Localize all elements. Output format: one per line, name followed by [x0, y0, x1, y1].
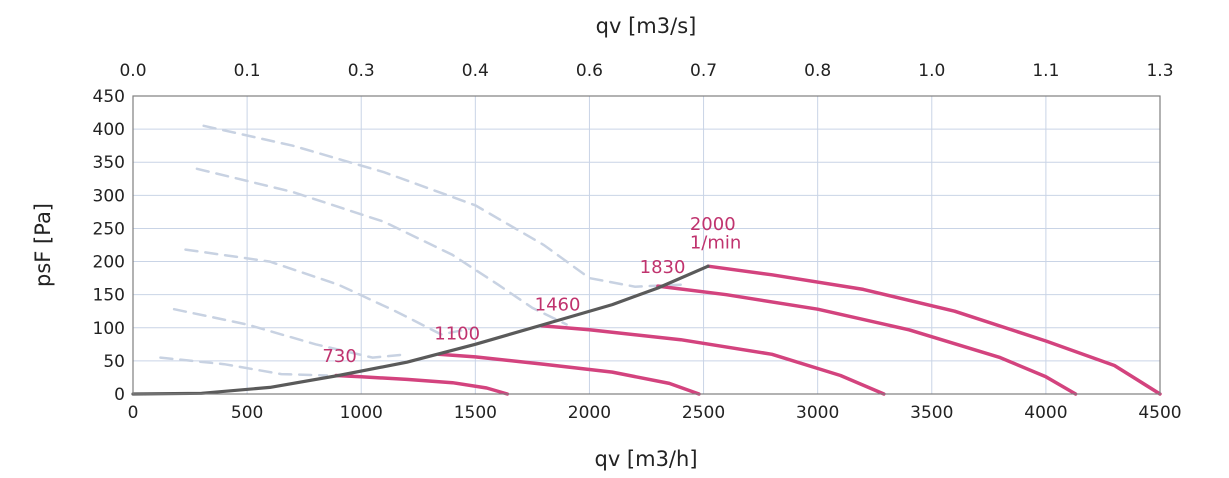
y-tick-label: 100 [93, 319, 125, 339]
x2-tick-labels: 0.0 0.1 0.3 0.4 0.6 0.7 0.8 1.0 1.1 1.3 [119, 61, 1173, 81]
efficiency-curve [172, 307, 409, 359]
x2-tick-label: 0.4 [462, 61, 489, 81]
speed-label: 1/min [690, 232, 741, 253]
x-tick-label: 1500 [454, 403, 497, 423]
efficiency-curve [184, 248, 477, 336]
fan-curves [131, 264, 1162, 396]
speed-curve-2000 [706, 264, 1162, 396]
speed-curve-730 [334, 373, 510, 396]
y-tick-label: 450 [93, 87, 125, 107]
efficiency-curve [195, 167, 568, 326]
speed-curve-1460 [539, 324, 886, 396]
y-tick-label: 400 [93, 120, 125, 140]
x2-tick-label: 0.8 [804, 61, 831, 81]
x2-tick-label: 1.0 [918, 61, 945, 81]
y-tick-label: 150 [93, 286, 125, 306]
x2-axis-title: qv [m3/s] [596, 14, 697, 38]
system-curve [131, 264, 710, 396]
y-tick-label: 250 [93, 219, 125, 239]
x-tick-label: 4500 [1138, 403, 1181, 423]
y-axis-title: psF [Pa] [31, 203, 55, 287]
y-tick-label: 300 [93, 186, 125, 206]
efficiency-curve [159, 356, 329, 377]
x2-tick-label: 0.1 [234, 61, 261, 81]
speed-curve-1830 [656, 284, 1078, 396]
x2-tick-label: 0.0 [119, 61, 146, 81]
y-tick-label: 50 [103, 352, 125, 372]
efficiency-curves [159, 124, 682, 377]
grid [132, 95, 1161, 395]
x2-tick-label: 1.1 [1032, 61, 1059, 81]
y-tick-label: 200 [93, 253, 125, 273]
speed-label: 1460 [535, 295, 581, 316]
x-tick-label: 3000 [796, 403, 839, 423]
plot-frame [132, 95, 1161, 395]
x2-tick-label: 1.3 [1146, 61, 1173, 81]
x2-tick-label: 0.3 [348, 61, 375, 81]
x-tick-label: 2500 [682, 403, 725, 423]
x-tick-label: 3500 [910, 403, 953, 423]
speed-label: 730 [322, 346, 356, 367]
speed-curve-1100 [437, 352, 701, 396]
y-tick-label: 0 [114, 385, 125, 405]
x-tick-labels: 0 500 1000 1500 2000 2500 3000 3500 4000 4500 [128, 403, 1182, 423]
efficiency-curve [202, 124, 682, 288]
speed-label: 2000 [690, 214, 736, 235]
speed-label: 1830 [640, 257, 686, 278]
x-tick-label: 0 [128, 403, 139, 423]
x-tick-label: 2000 [568, 403, 611, 423]
x-axis-title: qv [m3/h] [594, 447, 697, 471]
x-tick-label: 500 [231, 403, 263, 423]
y-tick-labels: 0 50 100 150 200 250 300 350 400 450 [93, 87, 125, 405]
x-tick-label: 1000 [340, 403, 383, 423]
x2-tick-label: 0.7 [690, 61, 717, 81]
x2-tick-label: 0.6 [576, 61, 603, 81]
y-tick-label: 350 [93, 153, 125, 173]
x-tick-label: 4000 [1024, 403, 1067, 423]
speed-label: 1100 [434, 324, 480, 345]
